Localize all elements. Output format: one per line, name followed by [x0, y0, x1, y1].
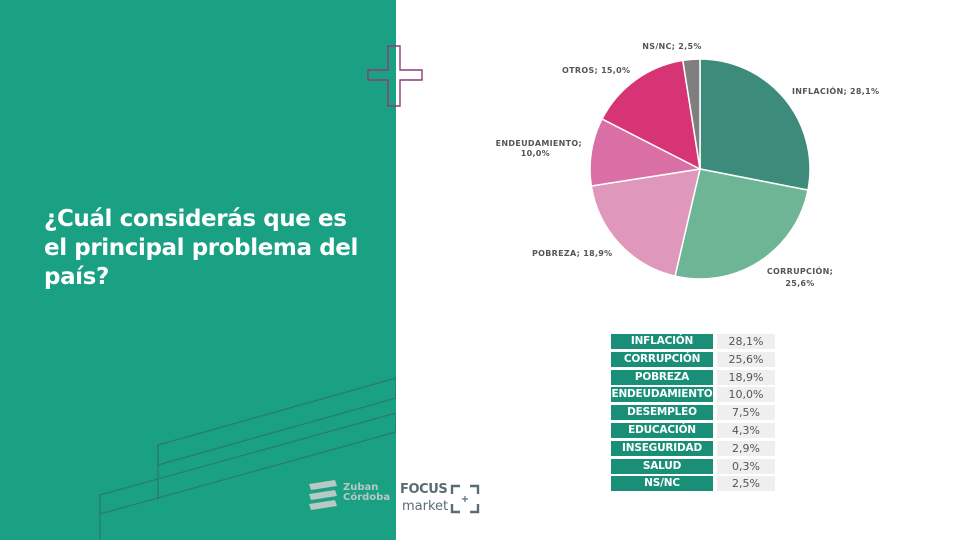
table-row-value: 7,5% — [717, 405, 775, 421]
focus-logo-text: FOCUS — [400, 482, 448, 497]
focus-market-logo: FOCUS market — [400, 482, 490, 522]
zuban-cordoba-logo: Zuban Córdoba — [305, 478, 395, 518]
pie-label-endeudamiento-2: 10,0% — [521, 149, 550, 158]
zuban-logo-icon — [309, 480, 337, 510]
table-row-value: 25,6% — [717, 351, 775, 367]
table-row-value: 28,1% — [717, 334, 775, 349]
table-row-name: SALUD — [611, 458, 713, 474]
pie-label-pobreza: POBREZA; 18,9% — [532, 249, 612, 258]
decorative-lines — [99, 377, 396, 540]
table-row: DESEMPLEO 7,5% — [611, 405, 781, 421]
pie-label-corrupcion-1: CORRUPCIÓN; — [767, 265, 833, 276]
left-panel: ¿Cuál considerás que es el principal pro… — [0, 0, 396, 540]
pie-chart-svg: NS/NC; 2,5% INFLACIÓN; 28,1% OTROS; 15,0… — [496, 42, 879, 288]
table-row-name: NS/NC — [611, 476, 713, 492]
pie-slice-2 — [590, 168, 701, 278]
pie-slice-5 — [681, 58, 701, 170]
pie-label-nsnc: NS/NC; 2,5% — [642, 42, 701, 51]
table-row-name: EDUCACIÓN — [611, 422, 713, 438]
table-row-value: 4,3% — [717, 422, 775, 438]
pie-slice-0 — [699, 58, 811, 191]
zuban-logo-text: Zuban Córdoba — [343, 482, 391, 503]
table-row-value: 0,3% — [717, 458, 775, 474]
table-row-name: CORRUPCIÓN — [611, 351, 713, 367]
pie-slice-1 — [674, 168, 809, 280]
table-row: SALUD 0,3% — [611, 458, 781, 474]
table-row-name: ENDEUDAMIENTO — [611, 387, 713, 403]
pie-slice-4 — [601, 59, 701, 171]
table-row: EDUCACIÓN 4,3% — [611, 422, 781, 438]
pie-label-endeudamiento-1: ENDEUDAMIENTO; — [496, 139, 582, 148]
table-row: POBREZA 18,9% — [611, 369, 781, 385]
market-logo-text: market — [402, 499, 449, 514]
table-row-value: 2,5% — [717, 476, 775, 492]
table-row-name: INSEGURIDAD — [611, 440, 713, 456]
deco-band-1 — [157, 377, 396, 466]
table-row-name: INFLACIÓN — [611, 334, 713, 349]
table-row-value: 18,9% — [717, 369, 775, 385]
question-title: ¿Cuál considerás que es el principal pro… — [44, 206, 358, 290]
table-row-value: 10,0% — [717, 387, 775, 403]
table-row: INSEGURIDAD 2,9% — [611, 440, 781, 456]
table-row: NS/NC 2,5% — [611, 476, 781, 492]
table-row-name: POBREZA — [611, 369, 713, 385]
results-table: INFLACIÓN 28,1% CORRUPCIÓN 25,6% POBREZA 18,9… — [611, 334, 781, 494]
table-row: INFLACIÓN 28,1% — [611, 334, 781, 349]
plus-icon — [367, 45, 423, 107]
pie-chart: NS/NC; 2,5% INFLACIÓN; 28,1% OTROS; 15,0… — [480, 30, 920, 300]
pie-label-otros: OTROS; 15,0% — [562, 66, 630, 75]
focus-frame-icon — [450, 484, 480, 514]
pie-label-corrupcion-2: 25,6% — [785, 279, 814, 288]
table-row: CORRUPCIÓN 25,6% — [611, 351, 781, 367]
table-row-name: DESEMPLEO — [611, 405, 713, 421]
table-row: ENDEUDAMIENTO 10,0% — [611, 387, 781, 403]
table-row-value: 2,9% — [717, 440, 775, 456]
pie-label-inflacion: INFLACIÓN; 28,1% — [792, 85, 879, 96]
